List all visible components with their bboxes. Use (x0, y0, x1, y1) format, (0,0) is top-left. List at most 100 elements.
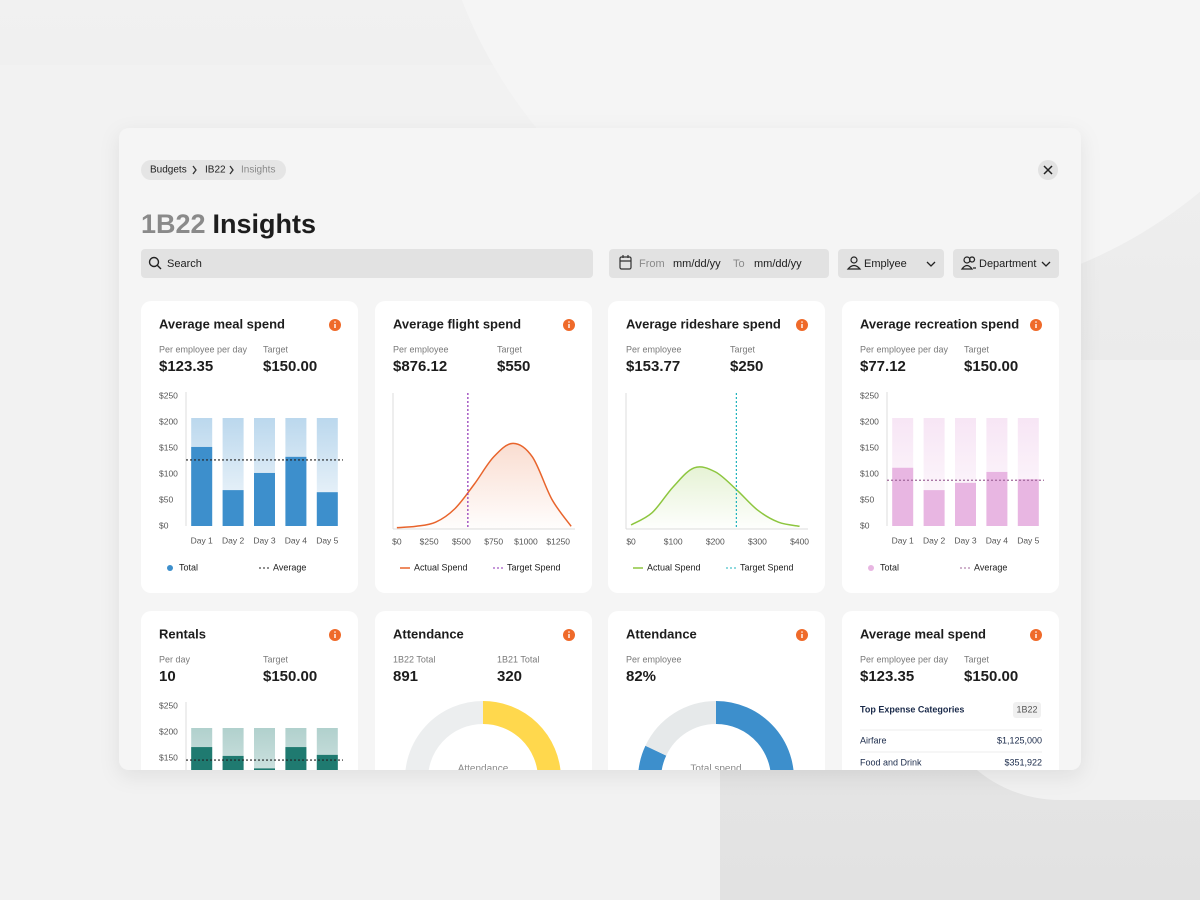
date-input[interactable]: mm/dd/yy (673, 258, 721, 270)
info-icon (801, 324, 803, 328)
bar (191, 747, 213, 770)
card (375, 611, 592, 770)
info-icon (1035, 631, 1037, 633)
stat-value: 10 (159, 668, 176, 685)
stat-label: Target (964, 654, 990, 664)
line (630, 466, 800, 528)
bar (191, 446, 213, 526)
x-tick-label: $500 (452, 536, 471, 546)
search-placeholder: Search (167, 258, 202, 270)
stat-label: Per employee per day (860, 344, 949, 354)
card (141, 611, 358, 770)
stat-value: $250 (730, 358, 763, 375)
chevron (926, 261, 936, 267)
bar (316, 492, 338, 526)
y-tick-label: $200 (159, 726, 178, 736)
x-tick-label: $0 (626, 536, 636, 546)
y-tick-label: $150 (159, 442, 178, 452)
table-cell: $351,922 (1004, 757, 1042, 767)
info-icon (1035, 321, 1037, 323)
stat-value: $550 (497, 358, 530, 375)
search-box[interactable] (141, 249, 593, 278)
x-tick-label: Day 4 (986, 535, 1008, 545)
y-tick-label: $50 (860, 494, 874, 504)
info-icon (801, 634, 803, 638)
card-title: Average meal spend (159, 316, 285, 331)
card-title: Attendance (626, 626, 697, 641)
stat-value: $150.00 (964, 358, 1018, 375)
info-icon (801, 631, 803, 633)
stat-value: $77.12 (860, 358, 906, 375)
x-tick-label: Day 4 (285, 535, 307, 545)
donut-center-label: Attendance (458, 764, 509, 775)
card (842, 611, 1059, 770)
stat-label: Target (263, 654, 289, 664)
breadcrumb-item[interactable]: IB22 (205, 165, 226, 176)
info-icon (568, 634, 570, 638)
date-input[interactable]: mm/dd/yy (754, 258, 802, 270)
stat-label: Target (497, 344, 523, 354)
y-tick-label: $100 (860, 468, 879, 478)
line (396, 442, 572, 529)
x-tick-label: $1000 (514, 536, 538, 546)
legend-label: Actual Spend (414, 562, 468, 572)
y-tick-label: $50 (159, 494, 173, 504)
bar (222, 490, 244, 526)
y-tick-label: $250 (860, 390, 879, 400)
x-tick-label: $0 (392, 536, 402, 546)
x-tick-label: $400 (790, 536, 809, 546)
date-label: From (639, 258, 665, 270)
legend-swatch (167, 565, 173, 571)
x-tick-label: Day 2 (923, 535, 945, 545)
bar (955, 482, 976, 526)
x-tick-label: Day 1 (892, 535, 914, 545)
bar (222, 755, 244, 770)
search-icon (148, 256, 160, 268)
stat-label: Target (964, 344, 990, 354)
x-tick-label: $1250 (546, 536, 570, 546)
dropdown[interactable] (953, 249, 1059, 278)
info-icon (1035, 324, 1037, 328)
stat-label: Per day (159, 654, 191, 664)
y-tick-label: $150 (860, 442, 879, 452)
stat-value: $150.00 (263, 358, 317, 375)
table-tag-label: 1B22 (1016, 704, 1037, 714)
x-tick-label: Day 5 (316, 535, 338, 545)
title-prefix: 1B22 (141, 209, 206, 239)
stat-value: $123.35 (860, 668, 914, 685)
date-filter[interactable] (609, 249, 829, 278)
breadcrumb-item: Insights (241, 165, 275, 176)
x-tick-label: Day 1 (191, 535, 213, 545)
info-icon (568, 631, 570, 633)
legend-label: Total (880, 562, 899, 572)
bar (892, 467, 914, 526)
bar (923, 490, 945, 526)
people-icon (960, 256, 976, 270)
info-icon (334, 321, 336, 323)
x-tick-label: Day 5 (1017, 535, 1039, 545)
stat-label: Per employee per day (860, 654, 949, 664)
person-icon (850, 256, 858, 264)
chevron (1041, 261, 1051, 267)
x-tick-label: $200 (706, 536, 725, 546)
donut-segment (638, 701, 794, 770)
info-icon (568, 321, 570, 323)
legend-label: Average (974, 562, 1007, 572)
bar (285, 456, 307, 526)
table-title: Top Expense Categories (860, 704, 964, 714)
breadcrumb-item[interactable]: Budgets (150, 165, 187, 176)
dropdown[interactable] (838, 249, 944, 278)
dropdown-label: Emplyee (864, 258, 907, 270)
x-tick-label: $750 (484, 536, 503, 546)
y-tick-label: $0 (159, 520, 169, 530)
bar (316, 754, 338, 770)
table-cell: Food and Drink (860, 757, 922, 767)
card-title: Average rideshare spend (626, 316, 781, 331)
chevron (229, 165, 234, 175)
stat-label: Target (263, 344, 289, 354)
legend-label: Actual Spend (647, 562, 701, 572)
dropdown-label: Department (979, 258, 1036, 270)
card-title: Attendance (393, 626, 464, 641)
donut-center-label: Total spend (690, 764, 741, 775)
